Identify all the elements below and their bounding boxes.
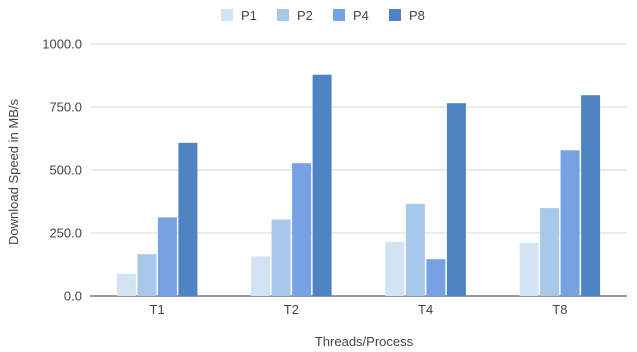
legend-swatch-p2 — [277, 9, 289, 21]
bar-p1-t4 — [385, 241, 405, 296]
y-tick-label: 500.0 — [49, 163, 82, 178]
bar-p2-t8 — [540, 208, 560, 296]
y-axis-ticks: 0.0 250.0 500.0 750.0 1000.0 — [42, 37, 82, 304]
x-tick-label: T1 — [150, 302, 165, 317]
bar-p4-t2 — [292, 163, 312, 296]
bars — [116, 74, 601, 296]
x-tick-label: T8 — [552, 302, 567, 317]
bar-p8-t2 — [312, 74, 332, 296]
legend-swatch-p4 — [333, 9, 345, 21]
bar-p4-t1 — [157, 217, 177, 296]
bar-p2-t1 — [137, 254, 157, 296]
legend-label-p1: P1 — [241, 8, 257, 23]
x-tick-label: T2 — [284, 302, 299, 317]
bar-p2-t4 — [405, 203, 425, 296]
bar-p1-t8 — [519, 242, 539, 296]
x-axis-title: Threads/Process — [315, 334, 414, 349]
legend-label-p4: P4 — [353, 8, 369, 23]
legend-label-p8: P8 — [409, 8, 425, 23]
bar-p1-t2 — [251, 256, 271, 296]
y-axis-title: Download Speed in MB/s — [6, 99, 21, 245]
bar-p8-t1 — [178, 142, 198, 296]
legend-swatch-p8 — [389, 9, 401, 21]
x-tick-label: T4 — [418, 302, 433, 317]
x-axis-ticks: T1 T2 T4 T8 — [150, 302, 568, 317]
legend: P1 P2 P4 P8 — [221, 8, 425, 23]
legend-swatch-p1 — [221, 9, 233, 21]
bar-p1-t1 — [116, 273, 136, 296]
y-tick-label: 250.0 — [49, 226, 82, 241]
bar-p4-t4 — [426, 259, 446, 296]
bar-p8-t8 — [581, 95, 601, 296]
legend-label-p2: P2 — [297, 8, 313, 23]
bar-p2-t2 — [271, 219, 291, 296]
bar-p4-t8 — [560, 150, 580, 296]
bar-p8-t4 — [446, 103, 466, 296]
y-tick-label: 0.0 — [64, 289, 82, 304]
y-tick-label: 1000.0 — [42, 37, 82, 52]
y-tick-label: 750.0 — [49, 100, 82, 115]
